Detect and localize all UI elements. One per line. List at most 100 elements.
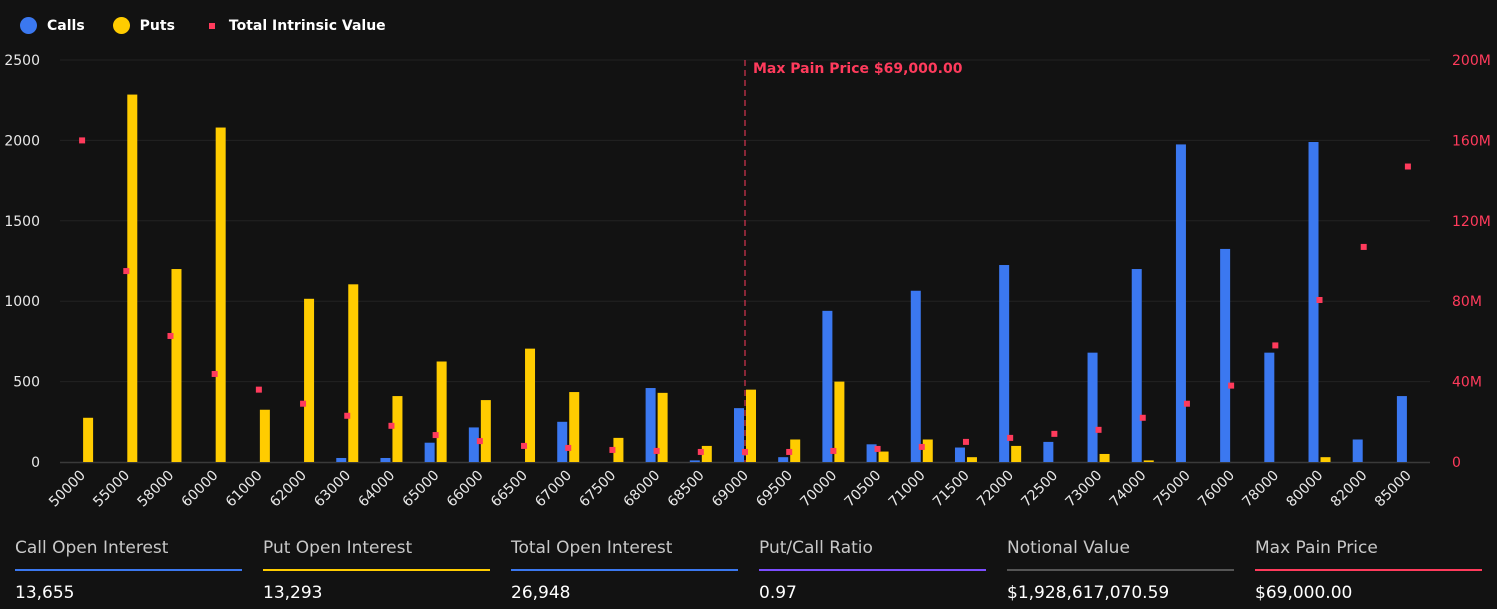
stat-max-pain: Max Pain Price $69,000.00 [1255, 538, 1482, 603]
x-tick-label: 66500 [488, 468, 531, 511]
x-tick-label: 70000 [797, 468, 840, 511]
tiv-point [123, 268, 130, 275]
stat-label: Max Pain Price [1255, 538, 1378, 558]
stat-underline [759, 569, 986, 571]
legend-calls[interactable]: Calls [20, 17, 85, 34]
legend-puts[interactable]: Puts [112, 17, 175, 34]
x-tick-label: 76000 [1195, 468, 1238, 511]
put-bar [392, 396, 403, 462]
x-tick-label: 80000 [1284, 468, 1327, 511]
y2-tick-label: 40M [1452, 375, 1482, 391]
y-tick-label: 1000 [4, 294, 40, 310]
tiv-point [830, 447, 837, 454]
call-bar [380, 457, 391, 462]
y2-tick-label: 200M [1452, 53, 1491, 69]
max-pain-label: Max Pain Price $69,000.00 [753, 61, 963, 77]
tiv-point [1360, 243, 1367, 250]
x-tick-label: 66000 [444, 468, 487, 511]
tiv-point [962, 438, 969, 445]
tiv-point [388, 422, 395, 429]
x-tick-label: 74000 [1107, 468, 1150, 511]
stat-put-oi: Put Open Interest 13,293 [263, 538, 490, 603]
put-bar [1143, 460, 1154, 462]
tiv-point [742, 448, 748, 455]
y-tick-label: 0 [31, 455, 40, 471]
legend-tiv[interactable]: Total Intrinsic Value [203, 18, 386, 34]
tiv-point [565, 444, 572, 451]
stat-value: $1,928,617,070.59 [1007, 583, 1170, 603]
put-bar [746, 389, 756, 462]
put-bar [304, 298, 315, 462]
puts-dot-icon [112, 17, 130, 34]
put-bar [966, 457, 977, 462]
tiv-point [344, 412, 351, 419]
x-tick-label: 50000 [46, 468, 89, 511]
put-bar [834, 381, 845, 462]
tiv-point [697, 448, 704, 455]
tiv-point [476, 438, 483, 445]
stat-underline [1255, 569, 1482, 571]
x-tick-label: 85000 [1372, 468, 1415, 511]
tiv-point [1228, 382, 1235, 389]
tiv-point [167, 332, 174, 339]
call-bar [1175, 144, 1186, 463]
tiv-point [211, 370, 218, 377]
call-bar [734, 408, 744, 462]
x-tick-label: 55000 [90, 468, 133, 511]
stat-label: Put Open Interest [263, 538, 413, 558]
tiv-point [1404, 163, 1411, 170]
open-interest-chart: 0 500 1000 1500 2000 2500 0 40M 80M 120M 160M 200M 5… [4, 53, 1491, 511]
call-bar [1352, 439, 1363, 462]
put-bar [569, 392, 580, 462]
tiv-point [255, 386, 262, 393]
y-tick-label: 500 [13, 375, 40, 391]
call-bar [689, 460, 700, 462]
stat-total-oi: Total Open Interest 26,948 [511, 538, 738, 603]
stat-value: $69,000.00 [1255, 583, 1353, 603]
x-tick-label: 72500 [1018, 468, 1061, 511]
x-tick-label: 71500 [930, 468, 973, 511]
tiv-point [609, 446, 616, 453]
stat-call-oi: Call Open Interest 13,655 [15, 538, 242, 603]
call-bar [1396, 396, 1407, 462]
put-bar [83, 417, 94, 462]
put-bar [878, 451, 889, 462]
x-tick-label: 63000 [311, 468, 354, 511]
x-tick-label: 72000 [974, 468, 1017, 511]
tiv-point [521, 442, 528, 449]
tiv-point [874, 445, 881, 452]
x-tick-label: 69500 [753, 468, 796, 511]
put-bar [1011, 445, 1022, 462]
call-bar [1220, 248, 1231, 462]
x-tick-label: 70500 [842, 468, 885, 511]
x-tick-label: 60000 [179, 468, 222, 511]
put-bar [348, 284, 359, 462]
call-bar [1087, 352, 1098, 462]
call-bar [866, 444, 877, 462]
put-bar [259, 409, 270, 462]
tiv-point [1095, 426, 1102, 433]
stat-notional-value: Notional Value $1,928,617,070.59 [1007, 538, 1234, 603]
tiv-point [1051, 430, 1058, 437]
stat-underline [511, 569, 738, 571]
y-tick-label: 1500 [4, 214, 40, 230]
x-tick-label: 65000 [400, 468, 443, 511]
call-bar [1264, 352, 1275, 462]
call-bar [1308, 142, 1319, 462]
y2-tick-label: 0 [1452, 455, 1461, 471]
x-tick-label: 75000 [1151, 468, 1194, 511]
stats-footer: Call Open Interest 13,655 Put Open Intere… [15, 538, 1497, 603]
put-bar [171, 269, 182, 462]
call-bar [999, 265, 1010, 462]
stat-value: 26,948 [511, 583, 571, 603]
y2-tick-label: 160M [1452, 133, 1491, 149]
call-bar [822, 310, 833, 462]
call-bar [778, 457, 789, 462]
stat-put-call-ratio: Put/Call Ratio 0.97 [759, 538, 986, 603]
calls-dot-icon [20, 17, 37, 34]
x-tick-label: 61000 [223, 468, 266, 511]
stat-label: Call Open Interest [15, 538, 169, 558]
call-bar [1043, 441, 1054, 462]
tiv-point [300, 400, 307, 407]
x-tick-label: 68500 [665, 468, 708, 511]
